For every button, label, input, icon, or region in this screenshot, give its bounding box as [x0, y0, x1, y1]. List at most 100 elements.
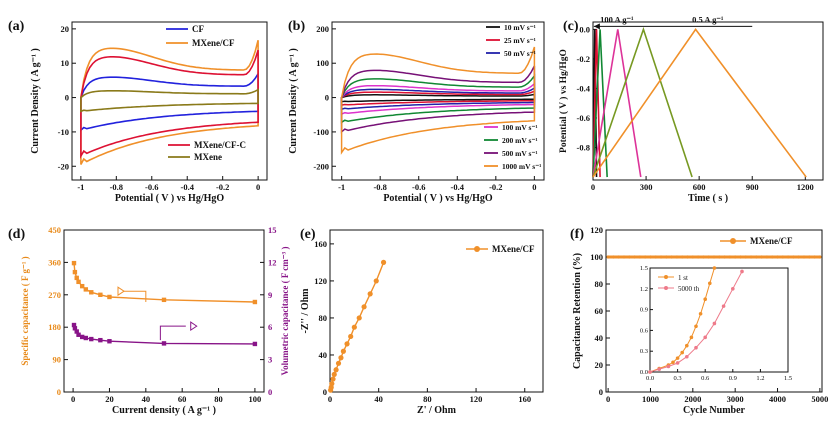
cv-curve: [340, 46, 536, 155]
data-point: [107, 339, 112, 344]
y-axis-label: Potential ( V ) vs Hg/HgO: [558, 49, 569, 153]
legend-label: 100 mV s⁻¹: [502, 123, 538, 132]
data-point: [760, 255, 764, 259]
legend-marker: [474, 246, 480, 252]
data-point: [98, 337, 103, 343]
x-tick-label: 60: [178, 394, 187, 404]
y-tick-label: 120: [314, 276, 327, 286]
panel-label: (c): [563, 19, 579, 34]
plot-e: 0 40 80 120 160 0 40 80 120 160 Z' / Ohm -Z'' / Ohm…: [300, 227, 544, 416]
y-tick-label: 120: [590, 225, 603, 235]
data-point: [72, 269, 78, 275]
data-point: [71, 260, 77, 266]
y-tick-label: 270: [48, 290, 61, 300]
x-tick-label: 900: [746, 182, 759, 192]
plot-c: 0 300 600 900 1200 0.0 -0.2 -0.4 -0.6 -0.8 Time ( …: [558, 14, 824, 204]
inset-data-point: [712, 266, 717, 270]
y2-tick-label: 12: [268, 257, 277, 267]
y-tick-label: 200: [316, 24, 329, 34]
annotation-label: 0.5 A g⁻¹: [692, 14, 724, 24]
annotation-label: 100 A g⁻¹: [600, 14, 634, 24]
inset-plot: 0.0 0.3 0.6 0.9 1.2 1.5 0.0 0.3 0.6 0.9 1.2 1.5 1 st…: [640, 265, 792, 382]
y-tick-label: -0.6: [577, 113, 590, 123]
data-point: [351, 324, 357, 330]
legend-label: MXene/CF: [750, 236, 793, 246]
data-point: [335, 360, 342, 366]
cv-curve: [80, 88, 259, 113]
data-point: [812, 255, 817, 259]
x-tick-label: 120: [470, 394, 483, 404]
y-tick-label: 160: [314, 239, 327, 249]
x-tick-label: 1200: [797, 182, 814, 192]
x-tick-label: -1: [338, 182, 345, 192]
inset-data-point: [721, 304, 726, 308]
plot-frame: [329, 229, 544, 393]
data-point: [252, 341, 258, 347]
data-point: [161, 341, 167, 346]
x-tick-label: -0.2: [216, 182, 229, 192]
y-tick-label: 0: [65, 93, 69, 103]
data-point: [340, 348, 346, 354]
data-point: [770, 255, 774, 259]
x-tick-label: 0: [256, 182, 260, 192]
data-point: [348, 333, 354, 340]
cv-curve: [80, 49, 259, 159]
axis-arrow-left: [117, 286, 125, 297]
data-point: [643, 255, 647, 259]
y-tick-label: 0: [323, 387, 327, 397]
y2-tick-label: 6: [268, 322, 272, 332]
data-point: [632, 255, 637, 259]
x-tick-label: -0.8: [110, 182, 123, 192]
inset-legend-label: 1 st: [678, 274, 688, 282]
gcd-curve: [592, 26, 693, 178]
inset-data-point: [712, 321, 717, 326]
inset-data-point: [671, 360, 675, 365]
x-tick-label: 100: [249, 394, 262, 404]
y-tick-label: 40: [595, 333, 604, 343]
data-point: [664, 255, 668, 259]
x-tick-label: 0: [606, 394, 610, 404]
data-point: [617, 255, 621, 259]
data-point: [344, 341, 350, 347]
gcd-curve: [592, 29, 642, 178]
y2-tick-label: 0: [268, 387, 272, 397]
inset-data-point: [685, 343, 689, 348]
x-tick-label: 4000: [769, 394, 786, 404]
gcd-curve: [592, 29, 608, 178]
legend-label: CF: [192, 24, 204, 34]
data-point: [775, 255, 780, 259]
data-point: [622, 255, 626, 259]
inset-x-tick-label: 1.2: [756, 375, 764, 382]
data-point: [701, 255, 706, 259]
panel-label: (e): [300, 227, 316, 242]
inset-y-tick-label: 1.2: [640, 286, 648, 293]
data-point: [638, 255, 642, 259]
inset-legend-marker: [664, 286, 668, 290]
inset-data-point: [708, 281, 712, 286]
legend-label: MXene/CF-C: [194, 140, 246, 150]
x-tick-label: 3000: [727, 394, 744, 404]
data-point: [712, 255, 716, 259]
data-point: [367, 291, 373, 297]
data-point: [76, 279, 81, 285]
legend-marker: [730, 238, 736, 244]
data-point: [79, 283, 85, 289]
legend-label: MXene: [194, 152, 222, 162]
y2-tick-label: 15: [268, 225, 277, 235]
data-point: [83, 335, 89, 341]
x-tick-label: -0.8: [373, 182, 386, 192]
data-point: [356, 315, 362, 321]
inset-legend-marker: [664, 275, 668, 279]
data-point: [738, 255, 743, 259]
x-tick-label: 80: [423, 394, 432, 404]
data-point: [675, 255, 679, 259]
y-axis-label: Specific capacitance ( F g⁻¹ ): [20, 256, 30, 365]
data-point: [76, 332, 81, 337]
data-point: [765, 255, 769, 259]
data-point: [744, 255, 748, 259]
plot-frame: [331, 21, 545, 181]
x-tick-label: 40: [374, 394, 383, 404]
data-point: [79, 334, 85, 340]
data-point: [659, 255, 663, 259]
